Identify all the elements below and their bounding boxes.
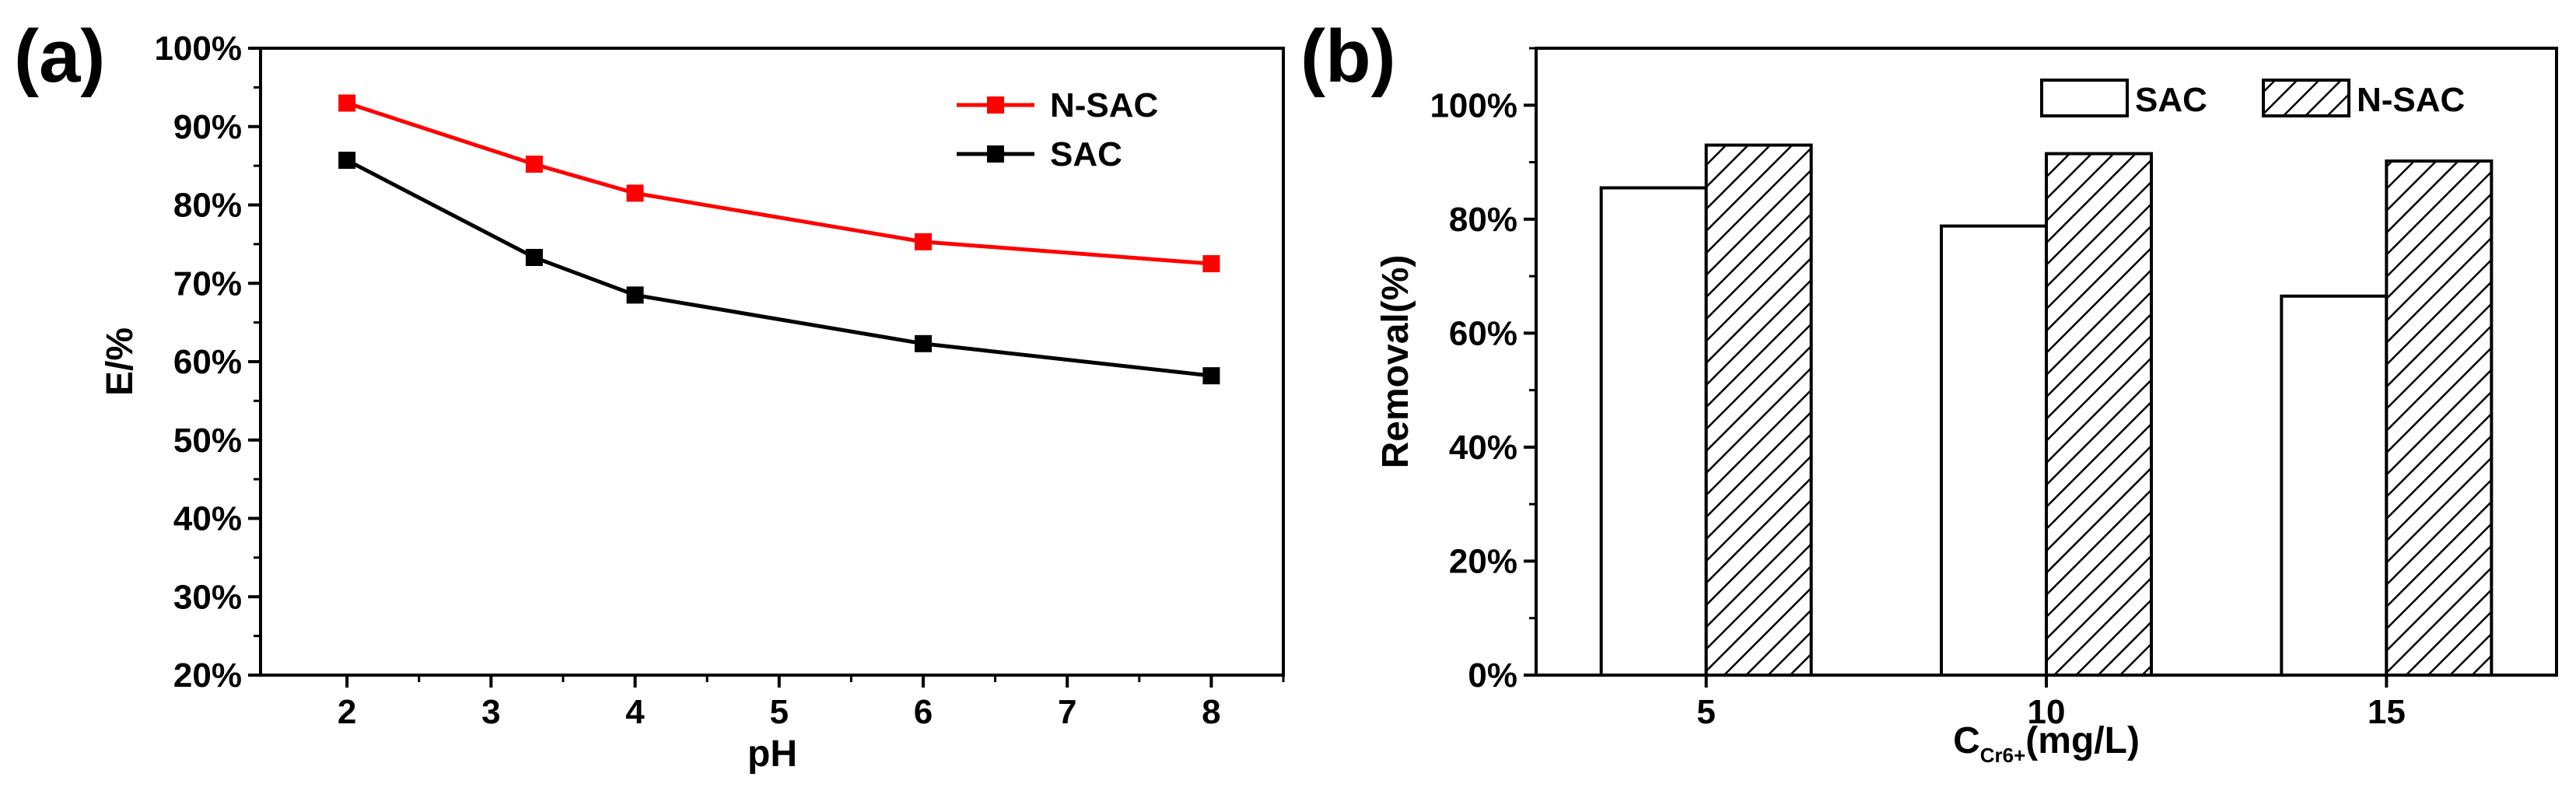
point-n-sac <box>626 184 644 202</box>
y-tick-label: 50% <box>173 422 242 460</box>
panel-a-x-axis: 2 3 4 5 6 7 8 <box>338 675 1285 731</box>
point-sac <box>626 286 644 304</box>
x-tick-label: 2 <box>338 693 356 731</box>
point-n-sac <box>525 156 543 173</box>
panel-b-bars <box>1599 143 2494 677</box>
y-tick-label: 20% <box>173 656 242 695</box>
point-sac <box>338 152 356 170</box>
y-tick-label: 100% <box>1430 86 1517 124</box>
bar-sac <box>1599 186 1708 677</box>
panel-b-label: (b) <box>1300 15 1396 98</box>
panel-b-xlabel: CCr6+(mg/L) <box>1953 720 2140 767</box>
bar-sac <box>2280 294 2389 677</box>
panel-a: (a) 20% 30% 40% 50% 60% 70% 80% 90% 100% 2 3 4 5 6 7 8… <box>14 15 1285 775</box>
x-tick-label: 5 <box>770 693 789 731</box>
x-tick-label: 7 <box>1058 693 1076 731</box>
bar-n-sac <box>2385 159 2494 677</box>
legend-n-sac-swatch <box>2262 79 2350 117</box>
y-tick-label: 80% <box>1449 201 1517 239</box>
x-tick-label: 3 <box>481 693 500 731</box>
legend-n-sac-marker <box>987 96 1004 114</box>
y-tick-label: 0% <box>1468 656 1517 695</box>
panel-b-x-axis: 5 10 15 <box>1696 675 2406 731</box>
y-tick-label: 60% <box>1449 314 1517 352</box>
y-tick-label: 70% <box>173 264 242 303</box>
x-tick-label: 6 <box>914 693 933 731</box>
panel-a-plot-frame <box>259 47 1285 677</box>
legend-sac-label: SAC <box>1050 135 1122 173</box>
panel-b-y-axis: 0% 20% 40% 60% 80% 100% <box>1430 47 1536 695</box>
panel-a-xlabel: pH <box>747 733 797 775</box>
x-tick-label: 15 <box>2368 693 2406 731</box>
point-sac <box>1202 367 1220 385</box>
panel-b-ylabel: Removal(%) <box>1375 255 1416 469</box>
point-n-sac <box>914 233 932 250</box>
x-tick-label: 8 <box>1202 693 1220 731</box>
panel-a-label: (a) <box>14 15 105 98</box>
y-tick-label: 90% <box>173 108 242 146</box>
point-n-sac <box>1202 255 1220 273</box>
y-tick-label: 30% <box>173 578 242 616</box>
bar-n-sac <box>2045 152 2153 677</box>
legend-n-sac-label: N-SAC <box>1050 86 1158 124</box>
panel-a-y-axis: 20% 30% 40% 50% 60% 70% 80% 90% 100% <box>154 30 261 695</box>
point-sac <box>525 249 543 267</box>
x-tick-label: 4 <box>625 693 645 731</box>
point-sac <box>914 334 932 352</box>
bar-sac <box>1940 224 2048 677</box>
panel-a-legend: N-SAC SAC <box>957 86 1158 173</box>
y-tick-label: 100% <box>154 30 242 68</box>
panel-a-ylabel: E/% <box>100 327 141 396</box>
x-tick-label: 5 <box>1696 693 1715 731</box>
panel-b-xlabel-rest: (mg/L) <box>2025 720 2140 761</box>
legend-n-sac-bar-label: N-SAC <box>2357 81 2465 119</box>
legend-sac-swatch <box>2040 79 2129 117</box>
panel-b-xlabel-sub: Cr6+ <box>1980 744 2026 767</box>
legend-sac-bar-label: SAC <box>2135 81 2207 119</box>
panel-b-legend: SAC N-SAC <box>2040 79 2465 119</box>
x-tick-label: 10 <box>2028 693 2066 731</box>
y-tick-label: 80% <box>173 187 242 225</box>
y-tick-label: 40% <box>173 500 242 538</box>
series-line-sac <box>345 158 1212 378</box>
y-tick-label: 60% <box>173 343 242 381</box>
panel-a-series <box>338 94 1220 385</box>
y-tick-label: 20% <box>1449 542 1517 580</box>
panel-b-xlabel-main: C <box>1953 720 1980 761</box>
panel-b: (b) 0%20%40%60%80%100% 5 10 15 Removal(%) … <box>1300 15 2558 767</box>
bar-n-sac <box>1704 143 1813 677</box>
series-line-n-sac <box>346 101 1212 266</box>
point-n-sac <box>338 94 356 112</box>
legend-sac-marker <box>987 145 1004 163</box>
y-tick-label: 40% <box>1449 429 1517 467</box>
